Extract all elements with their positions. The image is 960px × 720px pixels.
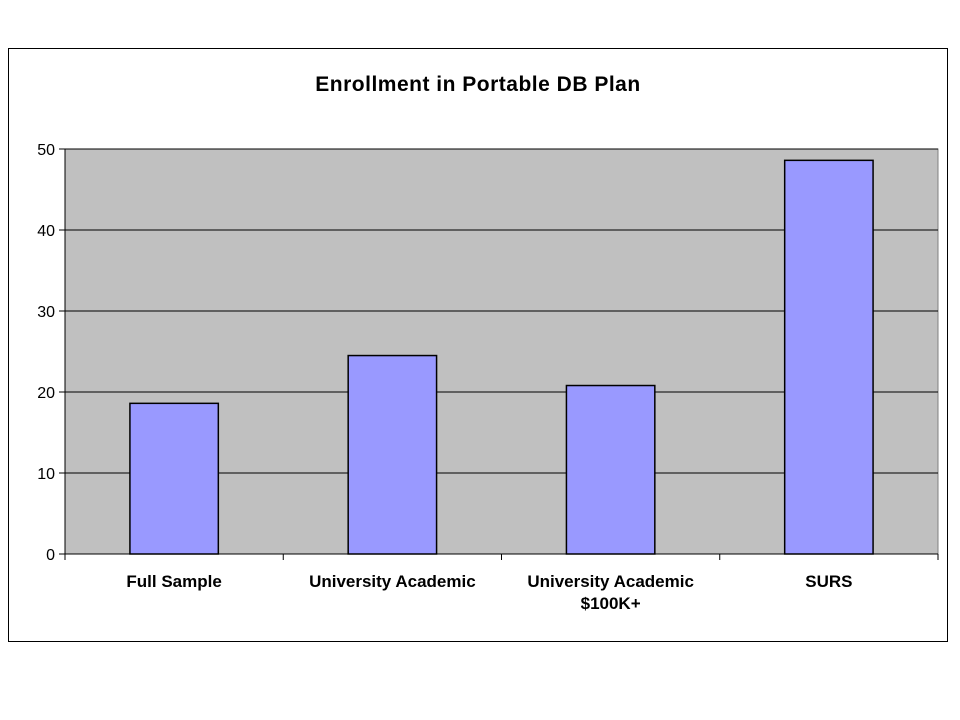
x-category-label: University Academic [309,572,476,591]
bar [565,384,656,555]
x-category-label: SURS [805,572,852,591]
bar-chart: 0 10 20 30 40 50 Full Sample University Academi… [37,142,939,613]
x-category-label: Full Sample [126,572,221,591]
chart-frame: Enrollment in Portable DB Plan 0 10 20 30 40… [8,48,948,642]
y-tick-label: 0 [46,547,55,564]
y-tick-label: 40 [37,223,55,240]
y-tick-label: 30 [37,304,55,321]
bar [347,354,438,555]
y-tick-label: 20 [37,385,55,402]
chart-title: Enrollment in Portable DB Plan [315,73,641,96]
bar [129,402,220,555]
y-tick-label: 10 [37,466,55,483]
y-tick-label: 50 [37,142,55,159]
x-category-label: $100K+ [581,594,641,613]
x-category-label: University Academic [527,572,694,591]
bar [783,159,874,555]
